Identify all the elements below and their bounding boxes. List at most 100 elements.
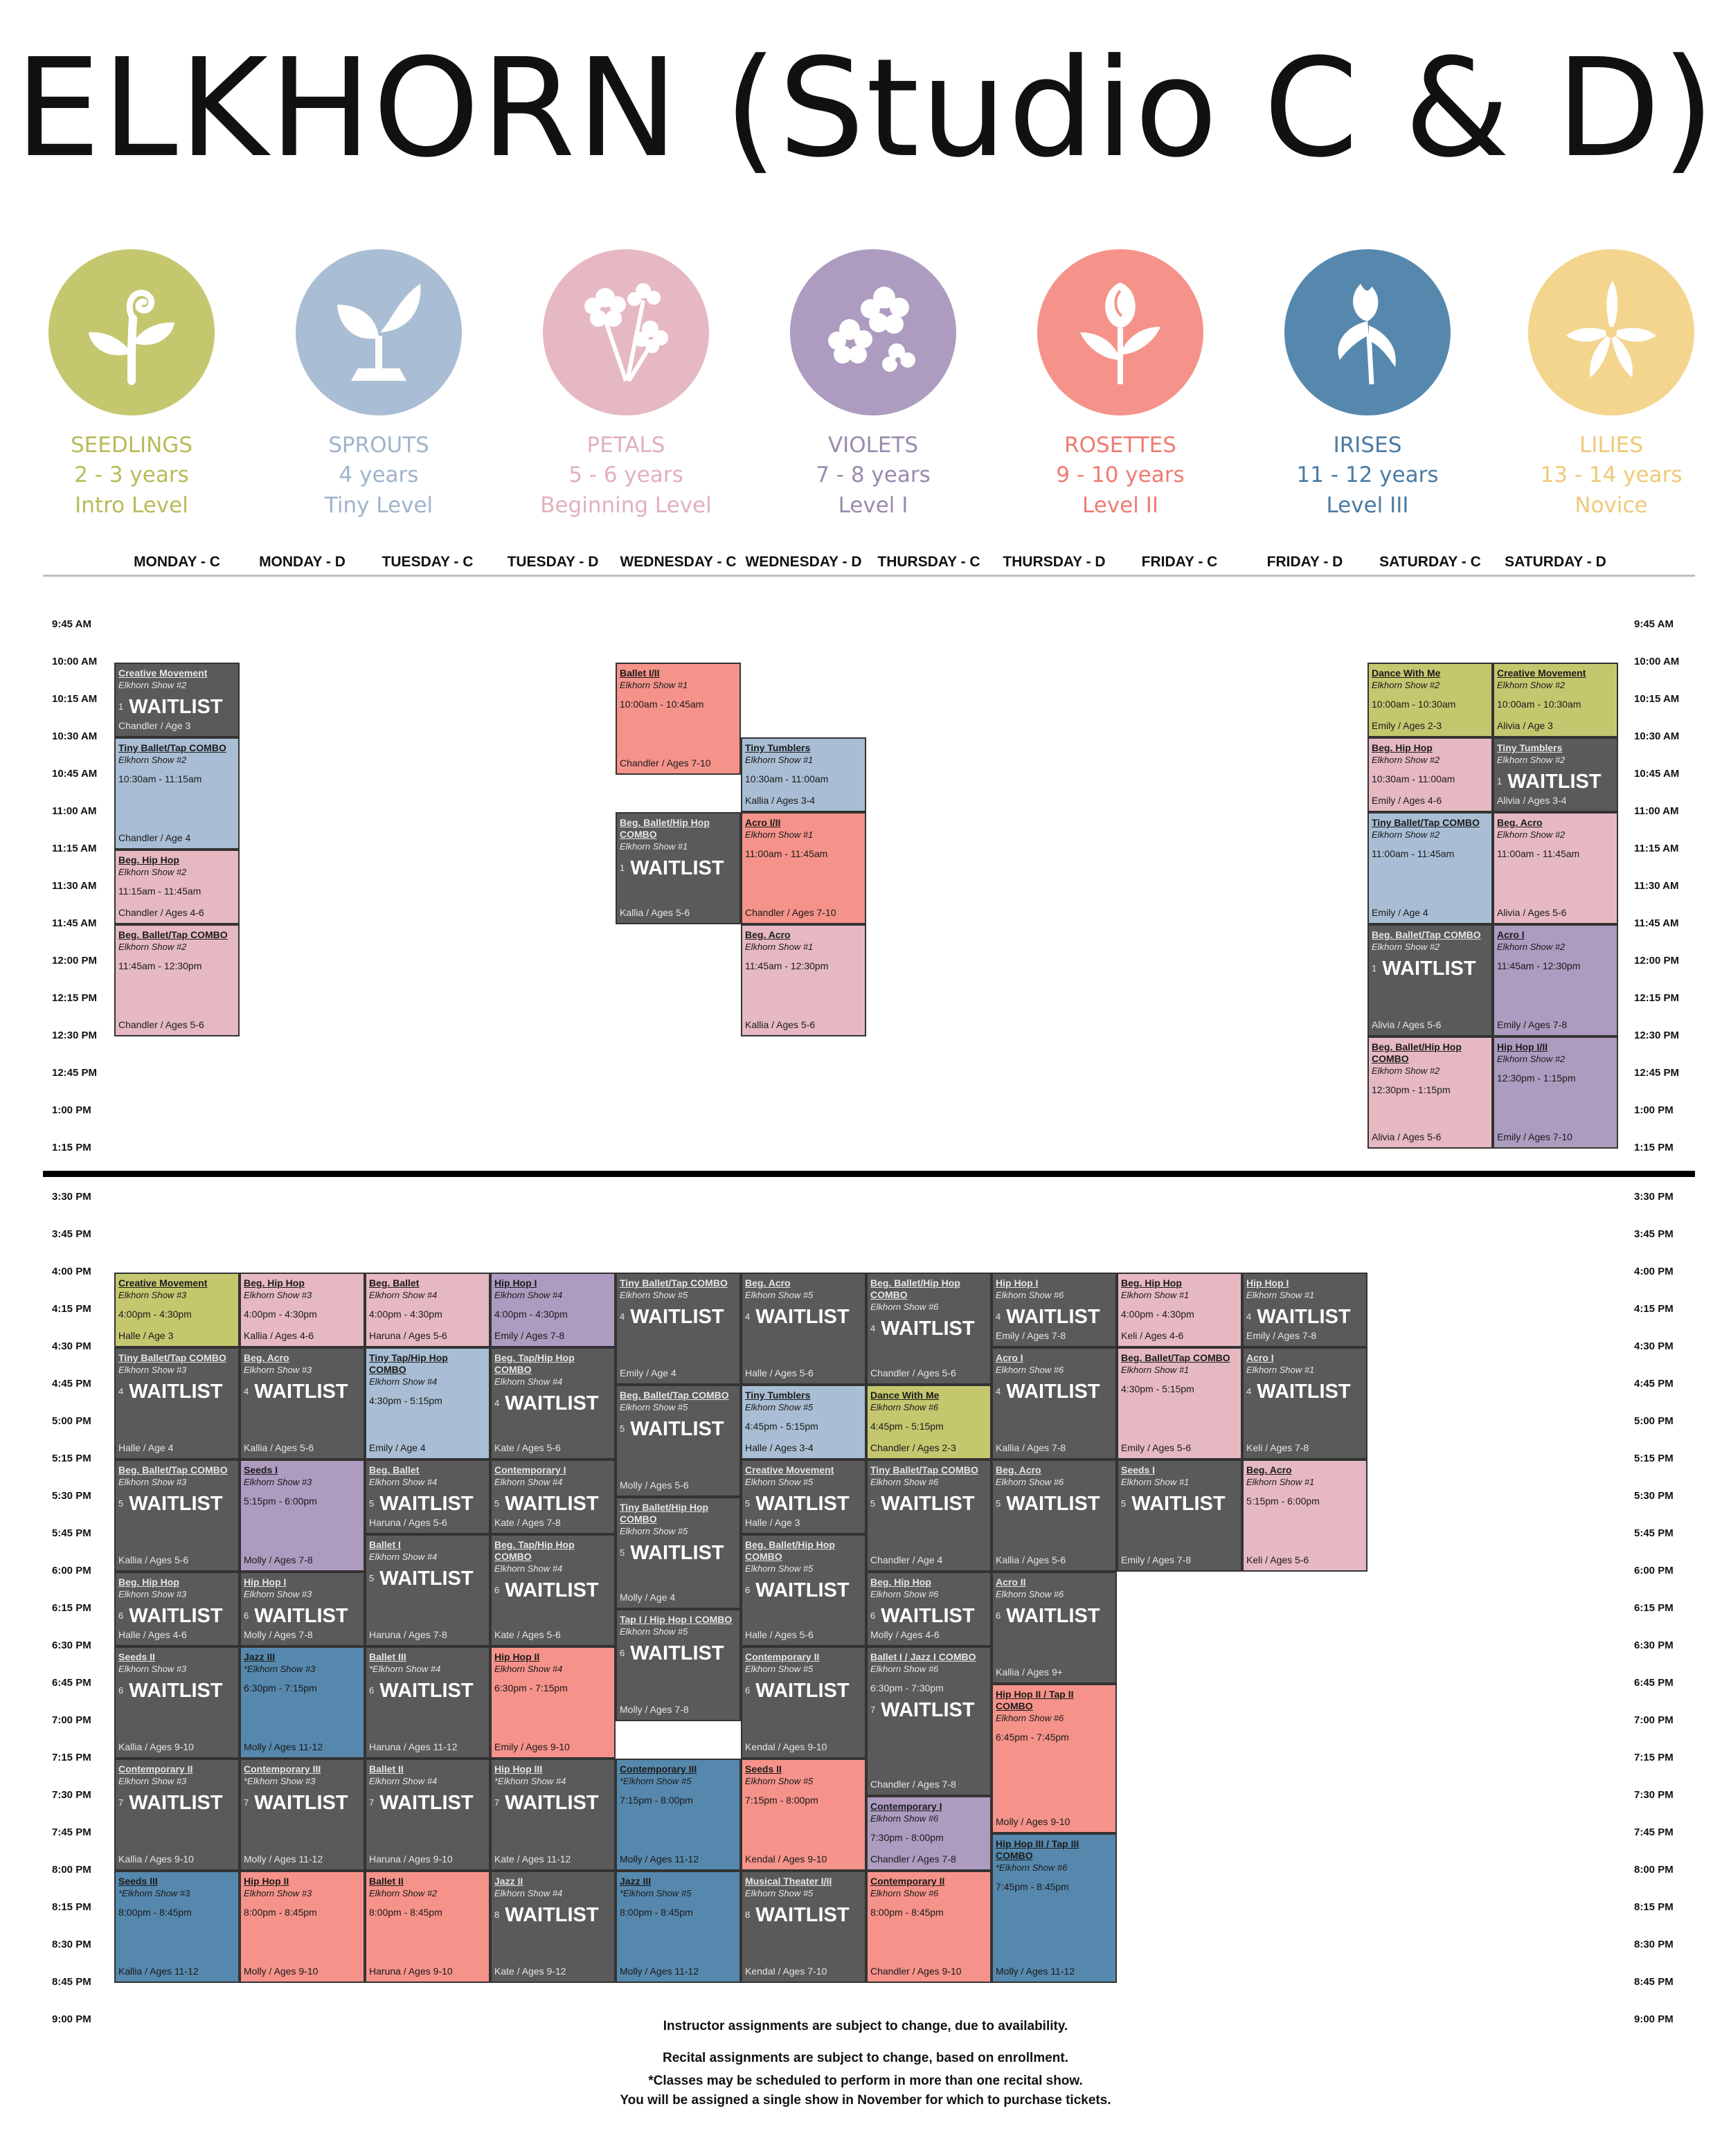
class-block[interactable]: Hip Hop III *Elkhorn Show #4 7 WAITLIST Kat…	[490, 1759, 616, 1871]
class-block[interactable]: Tiny Ballet/Tap COMBO Elkhorn Show #3 4 WA…	[114, 1347, 240, 1459]
class-block[interactable]: Tiny Tumblers Elkhorn Show #1 10:30am - 11…	[741, 737, 866, 812]
class-block[interactable]: Beg. Acro Elkhorn Show #6 5 WAITLIST Kallia…	[992, 1459, 1117, 1572]
class-block[interactable]: Ballet I Elkhorn Show #4 5 WAITLIST Haruna …	[365, 1534, 490, 1646]
class-block[interactable]: Tiny Ballet/Hip Hop COMBO Elkhorn Show #5…	[616, 1497, 741, 1609]
class-block[interactable]: Acro I/II Elkhorn Show #1 11:00am - 11:45a…	[741, 812, 866, 924]
class-block[interactable]: Tiny Tap/Hip Hop COMBO Elkhorn Show #4 4:3…	[365, 1347, 490, 1459]
class-block[interactable]: Hip Hop III / Tap III COMBO *Elkhorn Show…	[992, 1833, 1117, 1983]
class-block[interactable]: Ballet II Elkhorn Show #2 8:00pm - 8:45pm H…	[365, 1871, 490, 1983]
class-block[interactable]: Contemporary III *Elkhorn Show #5 7:15pm -…	[616, 1759, 741, 1871]
class-name: Musical Theater I/II	[745, 1876, 832, 1887]
class-block[interactable]: Beg. Ballet/Tap COMBO Elkhorn Show #2 11:4…	[114, 924, 240, 1036]
class-name: Seeds III	[118, 1876, 158, 1887]
class-block[interactable]: Contemporary II Elkhorn Show #3 7 WAITLIST…	[114, 1759, 240, 1871]
class-time: 4:30pm - 5:15pm	[369, 1395, 442, 1406]
class-block[interactable]: Tiny Tumblers Elkhorn Show #2 1 WAITLIST Al…	[1493, 737, 1618, 812]
class-block[interactable]: Beg. Ballet/Hip Hop COMBO Elkhorn Show #1…	[616, 812, 741, 924]
class-block[interactable]: Seeds II Elkhorn Show #5 7:15pm - 8:00pm Ke…	[741, 1759, 866, 1871]
class-block[interactable]: Tiny Ballet/Tap COMBO Elkhorn Show #2 10:3…	[114, 737, 240, 850]
class-block[interactable]: Dance With Me Elkhorn Show #2 10:00am - 10…	[1367, 663, 1493, 737]
class-block[interactable]: Hip Hop I Elkhorn Show #4 4:00pm - 4:30pm E…	[490, 1273, 616, 1347]
class-block[interactable]: Beg. Ballet/Hip Hop COMBO Elkhorn Show #2…	[1367, 1036, 1493, 1149]
class-block[interactable]: Dance With Me Elkhorn Show #6 4:45pm - 5:1…	[866, 1385, 992, 1459]
class-block[interactable]: Beg. Acro Elkhorn Show #3 4 WAITLIST Kallia…	[240, 1347, 365, 1459]
class-block[interactable]: Beg. Acro Elkhorn Show #1 11:45am - 12:30p…	[741, 924, 866, 1036]
class-block[interactable]: Creative Movement Elkhorn Show #2 1 WAITLI…	[114, 663, 240, 737]
waitlist-number: 5	[870, 1498, 876, 1509]
class-block[interactable]: Tiny Ballet/Tap COMBO Elkhorn Show #5 4 WA…	[616, 1273, 741, 1385]
page-title: ELKHORN (Studio C & D)	[15, 30, 1716, 188]
class-block[interactable]: Tiny Ballet/Tap COMBO Elkhorn Show #6 5 WA…	[866, 1459, 992, 1572]
class-block[interactable]: Seeds III *Elkhorn Show #3 8:00pm - 8:45pm…	[114, 1871, 240, 1983]
class-block[interactable]: Seeds II Elkhorn Show #3 6 WAITLIST Kallia …	[114, 1646, 240, 1759]
class-block[interactable]: Acro I Elkhorn Show #2 11:45am - 12:30pm Em…	[1493, 924, 1618, 1036]
class-block[interactable]: Beg. Ballet/Tap COMBO Elkhorn Show #2 1 WA…	[1367, 924, 1493, 1036]
class-block[interactable]: Ballet I/II Elkhorn Show #1 10:00am - 10:4…	[616, 663, 741, 775]
time-label: 12:45 PM	[1634, 1067, 1680, 1079]
waitlist-number: 4	[118, 1386, 124, 1396]
class-block[interactable]: Ballet II Elkhorn Show #4 7 WAITLIST Haruna…	[365, 1759, 490, 1871]
class-block[interactable]: Beg. Acro Elkhorn Show #5 4 WAITLIST Halle …	[741, 1273, 866, 1385]
class-block[interactable]: Contemporary I Elkhorn Show #6 7:30pm - 8:…	[866, 1796, 992, 1871]
waitlist-badge: 5 WAITLIST	[620, 1417, 737, 1441]
class-block[interactable]: Jazz III *Elkhorn Show #3 6:30pm - 7:15pm M…	[240, 1646, 365, 1759]
class-block[interactable]: Beg. Ballet/Hip Hop COMBO Elkhorn Show #5…	[741, 1534, 866, 1646]
class-block[interactable]: Hip Hop I Elkhorn Show #6 4 WAITLIST Emily …	[992, 1273, 1117, 1347]
level-name: VIOLETS	[827, 433, 919, 458]
class-block[interactable]: Beg. Ballet Elkhorn Show #4 4:00pm - 4:30p…	[365, 1273, 490, 1347]
class-block[interactable]: Creative Movement Elkhorn Show #5 5 WAITLI…	[741, 1459, 866, 1534]
class-teacher: Emily / Age 4	[369, 1442, 426, 1453]
class-block[interactable]: Contemporary I Elkhorn Show #4 5 WAITLIST K…	[490, 1459, 616, 1534]
class-block[interactable]: Hip Hop II Elkhorn Show #3 8:00pm - 8:45pm…	[240, 1871, 365, 1983]
class-block[interactable]: Beg. Acro Elkhorn Show #1 5:15pm - 6:00pm K…	[1242, 1459, 1367, 1572]
class-block[interactable]: Acro I Elkhorn Show #1 4 WAITLIST Keli / Ag…	[1242, 1347, 1367, 1459]
class-block[interactable]: Acro II Elkhorn Show #6 6 WAITLIST Kallia /…	[992, 1572, 1117, 1684]
class-block[interactable]: Musical Theater I/II Elkhorn Show #5 8 WAI…	[741, 1871, 866, 1983]
class-show: Elkhorn Show #3	[118, 1290, 187, 1300]
class-block[interactable]: Beg. Ballet/Tap COMBO Elkhorn Show #1 4:30…	[1117, 1347, 1242, 1459]
class-name: Hip Hop I	[494, 1277, 537, 1288]
class-name: Seeds II	[118, 1651, 155, 1662]
class-block[interactable]: Beg. Hip Hop Elkhorn Show #1 4:00pm - 4:30…	[1117, 1273, 1242, 1347]
class-block[interactable]: Ballet I / Jazz I COMBO Elkhorn Show #6 6:…	[866, 1646, 992, 1796]
class-block[interactable]: Jazz II Elkhorn Show #4 8 WAITLIST Kate / A…	[490, 1871, 616, 1983]
class-block[interactable]: Beg. Ballet Elkhorn Show #4 5 WAITLIST Haru…	[365, 1459, 490, 1534]
waitlist-badge: 7 WAITLIST	[118, 1791, 235, 1815]
class-block[interactable]: Tiny Tumblers Elkhorn Show #5 4:45pm - 5:1…	[741, 1385, 866, 1459]
class-block[interactable]: Seeds I Elkhorn Show #3 5:15pm - 6:00pm Mol…	[240, 1459, 365, 1572]
class-block[interactable]: Hip Hop I Elkhorn Show #3 6 WAITLIST Molly …	[240, 1572, 365, 1646]
class-block[interactable]: Tap I / Hip Hop I COMBO Elkhorn Show #5 6 …	[616, 1609, 741, 1721]
class-block[interactable]: Contemporary II Elkhorn Show #6 8:00pm - 8…	[866, 1871, 992, 1983]
class-show: Elkhorn Show #4	[369, 1290, 438, 1300]
class-block[interactable]: Hip Hop II Elkhorn Show #4 6:30pm - 7:15pm…	[490, 1646, 616, 1759]
class-block[interactable]: Contemporary III *Elkhorn Show #3 7 WAITLI…	[240, 1759, 365, 1871]
class-block[interactable]: Beg. Hip Hop Elkhorn Show #6 6 WAITLIST Mol…	[866, 1572, 992, 1646]
waitlist-number: 8	[494, 1910, 500, 1920]
class-block[interactable]: Hip Hop I/II Elkhorn Show #2 12:30pm - 1:1…	[1493, 1036, 1618, 1149]
class-block[interactable]: Creative Movement Elkhorn Show #2 10:00am …	[1493, 663, 1618, 737]
class-block[interactable]: Beg. Tap/Hip Hop COMBO Elkhorn Show #4 6 W…	[490, 1534, 616, 1646]
class-show: Elkhorn Show #3	[244, 1290, 312, 1300]
waitlist-label: WAITLIST	[123, 1493, 223, 1515]
class-block[interactable]: Beg. Hip Hop Elkhorn Show #3 6 WAITLIST Hal…	[114, 1572, 240, 1646]
class-block[interactable]: Beg. Hip Hop Elkhorn Show #3 4:00pm - 4:30…	[240, 1273, 365, 1347]
class-block[interactable]: Jazz III *Elkhorn Show #5 8:00pm - 8:45pm M…	[616, 1871, 741, 1983]
level-ages: 13 - 14 years	[1540, 462, 1683, 487]
class-block[interactable]: Contemporary II Elkhorn Show #5 6 WAITLIST…	[741, 1646, 866, 1759]
waitlist-badge: 5 WAITLIST	[1121, 1492, 1238, 1516]
class-block[interactable]: Beg. Ballet/Tap COMBO Elkhorn Show #5 5 WA…	[616, 1385, 741, 1497]
class-block[interactable]: Beg. Hip Hop Elkhorn Show #2 11:15am - 11:…	[114, 850, 240, 924]
class-block[interactable]: Seeds I Elkhorn Show #1 5 WAITLIST Emily / …	[1117, 1459, 1242, 1572]
class-block[interactable]: Hip Hop II / Tap II COMBO Elkhorn Show #6…	[992, 1684, 1117, 1833]
class-block[interactable]: Tiny Ballet/Tap COMBO Elkhorn Show #2 11:0…	[1367, 812, 1493, 924]
class-block[interactable]: Creative Movement Elkhorn Show #3 4:00pm -…	[114, 1273, 240, 1347]
class-block[interactable]: Acro I Elkhorn Show #6 4 WAITLIST Kallia / …	[992, 1347, 1117, 1459]
class-block[interactable]: Beg. Ballet/Tap COMBO Elkhorn Show #3 5 WA…	[114, 1459, 240, 1572]
class-name: Contemporary II	[745, 1651, 820, 1662]
class-block[interactable]: Beg. Ballet/Hip Hop COMBO Elkhorn Show #6…	[866, 1273, 992, 1385]
class-block[interactable]: Beg. Acro Elkhorn Show #2 11:00am - 11:45a…	[1493, 812, 1618, 924]
class-block[interactable]: Beg. Tap/Hip Hop COMBO Elkhorn Show #4 4 W…	[490, 1347, 616, 1459]
class-block[interactable]: Ballet III *Elkhorn Show #4 6 WAITLIST Haru…	[365, 1646, 490, 1759]
class-block[interactable]: Hip Hop I Elkhorn Show #1 4 WAITLIST Emily …	[1242, 1273, 1367, 1347]
class-block[interactable]: Beg. Hip Hop Elkhorn Show #2 10:30am - 11:…	[1367, 737, 1493, 812]
